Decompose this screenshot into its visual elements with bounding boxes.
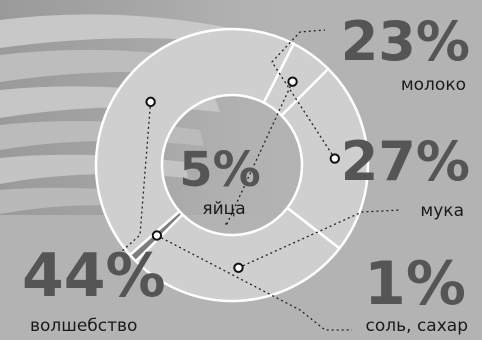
label-eggs: яйца	[202, 199, 245, 219]
marker-dot-flour	[233, 262, 244, 273]
label-milk: молоко	[401, 75, 466, 95]
label-magic: волшебство	[30, 316, 137, 336]
leader-line-milk	[271, 29, 336, 159]
leader-line-flour	[238, 209, 401, 269]
slice-flour	[134, 206, 342, 303]
leader-line-eggs	[225, 81, 294, 227]
value-magic: 44%	[22, 241, 166, 311]
leader-line-salt-sugar	[156, 234, 352, 331]
value-eggs: 5%	[179, 142, 261, 198]
value-milk: 23%	[341, 10, 470, 73]
label-flour: мука	[420, 201, 464, 221]
slice-milk	[279, 67, 370, 251]
leader-line-magic	[109, 101, 152, 263]
marker-dot-eggs	[287, 76, 298, 87]
label-salt-sugar: соль, сахар	[366, 316, 468, 336]
value-salt-sugar: 1%	[364, 249, 466, 319]
value-flour: 27%	[341, 130, 470, 193]
slice-magic	[94, 27, 296, 257]
marker-dot-salt-sugar	[151, 230, 163, 241]
marker-dot-milk	[329, 153, 340, 164]
marker-dot-magic	[145, 96, 156, 108]
